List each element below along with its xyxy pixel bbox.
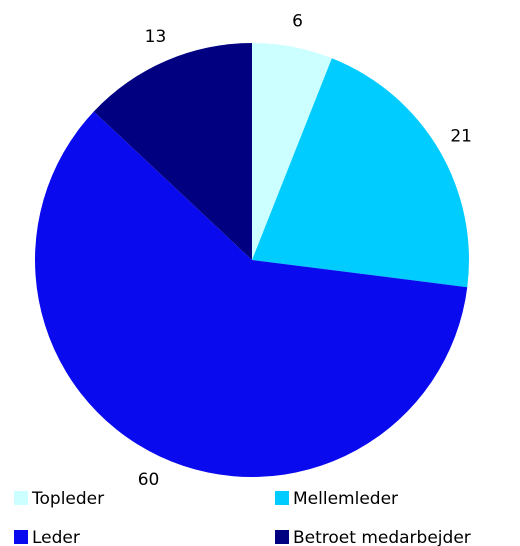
legend-swatch	[275, 491, 289, 505]
legend-swatch	[14, 530, 28, 544]
legend-label: Betroet medarbejder	[293, 528, 471, 546]
pie-slice	[252, 58, 469, 288]
legend-swatch	[14, 491, 28, 505]
legend-swatch	[275, 530, 289, 544]
data-label: 13	[145, 27, 167, 47]
legend-label: Topleder	[31, 489, 104, 509]
data-label: 60	[138, 470, 160, 490]
legend-label: Mellemleder	[293, 489, 398, 509]
legend-label: Leder	[32, 528, 80, 546]
data-label: 21	[450, 126, 472, 146]
pie-slice	[252, 43, 332, 260]
pie-slice	[34, 111, 468, 478]
data-label: 6	[292, 11, 303, 31]
pie-slice	[93, 43, 252, 260]
